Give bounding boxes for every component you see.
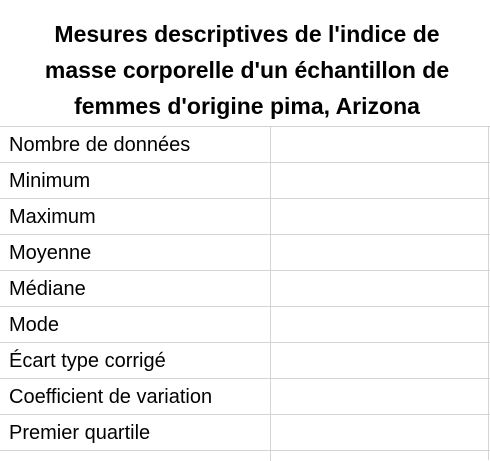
table-row: Médiane [0,270,490,306]
stats-table: Nombre de données Minimum Maximum Moyenn… [0,126,490,461]
table-row [0,450,490,461]
value-cell-mode[interactable] [270,307,490,342]
table-row: Maximum [0,198,490,234]
title-line: masse corporelle d'un échantillon de [44,57,450,83]
table-row: Écart type corrigé [0,342,490,378]
table-row: Minimum [0,162,490,198]
table-row: Coefficient de variation [0,378,490,414]
label-cell-mean[interactable]: Moyenne [9,242,92,264]
label-cell-first-quartile[interactable]: Premier quartile [9,422,151,444]
title-line: femmes d'origine pima, Arizona [74,93,420,119]
value-cell-first-quartile[interactable] [270,415,490,450]
value-cell-std-dev[interactable] [270,343,490,378]
label-cell-count[interactable]: Nombre de données [9,134,191,156]
title-cell[interactable]: Mesures descriptives de l'indice de mass… [4,0,490,126]
title-line: Mesures descriptives de l'indice de [54,21,440,47]
table-row: Premier quartile [0,414,490,450]
label-cell-median[interactable]: Médiane [9,278,86,300]
label-cell-coef-variation[interactable]: Coefficient de variation [9,386,213,408]
value-cell-mean[interactable] [270,235,490,270]
value-cell-median[interactable] [270,271,490,306]
grid-line [488,126,489,460]
table-row: Mode [0,306,490,342]
label-cell-minimum[interactable]: Minimum [9,170,91,192]
value-cell-minimum[interactable] [270,163,490,198]
value-cell-next[interactable] [270,451,490,461]
table-row: Moyenne [0,234,490,270]
value-cell-count[interactable] [270,127,490,162]
label-cell-mode[interactable]: Mode [9,314,60,336]
value-cell-maximum[interactable] [270,199,490,234]
label-cell-std-dev[interactable]: Écart type corrigé [9,350,166,372]
value-cell-coef-variation[interactable] [270,379,490,414]
label-cell-maximum[interactable]: Maximum [9,206,96,228]
table-row: Nombre de données [0,126,490,162]
